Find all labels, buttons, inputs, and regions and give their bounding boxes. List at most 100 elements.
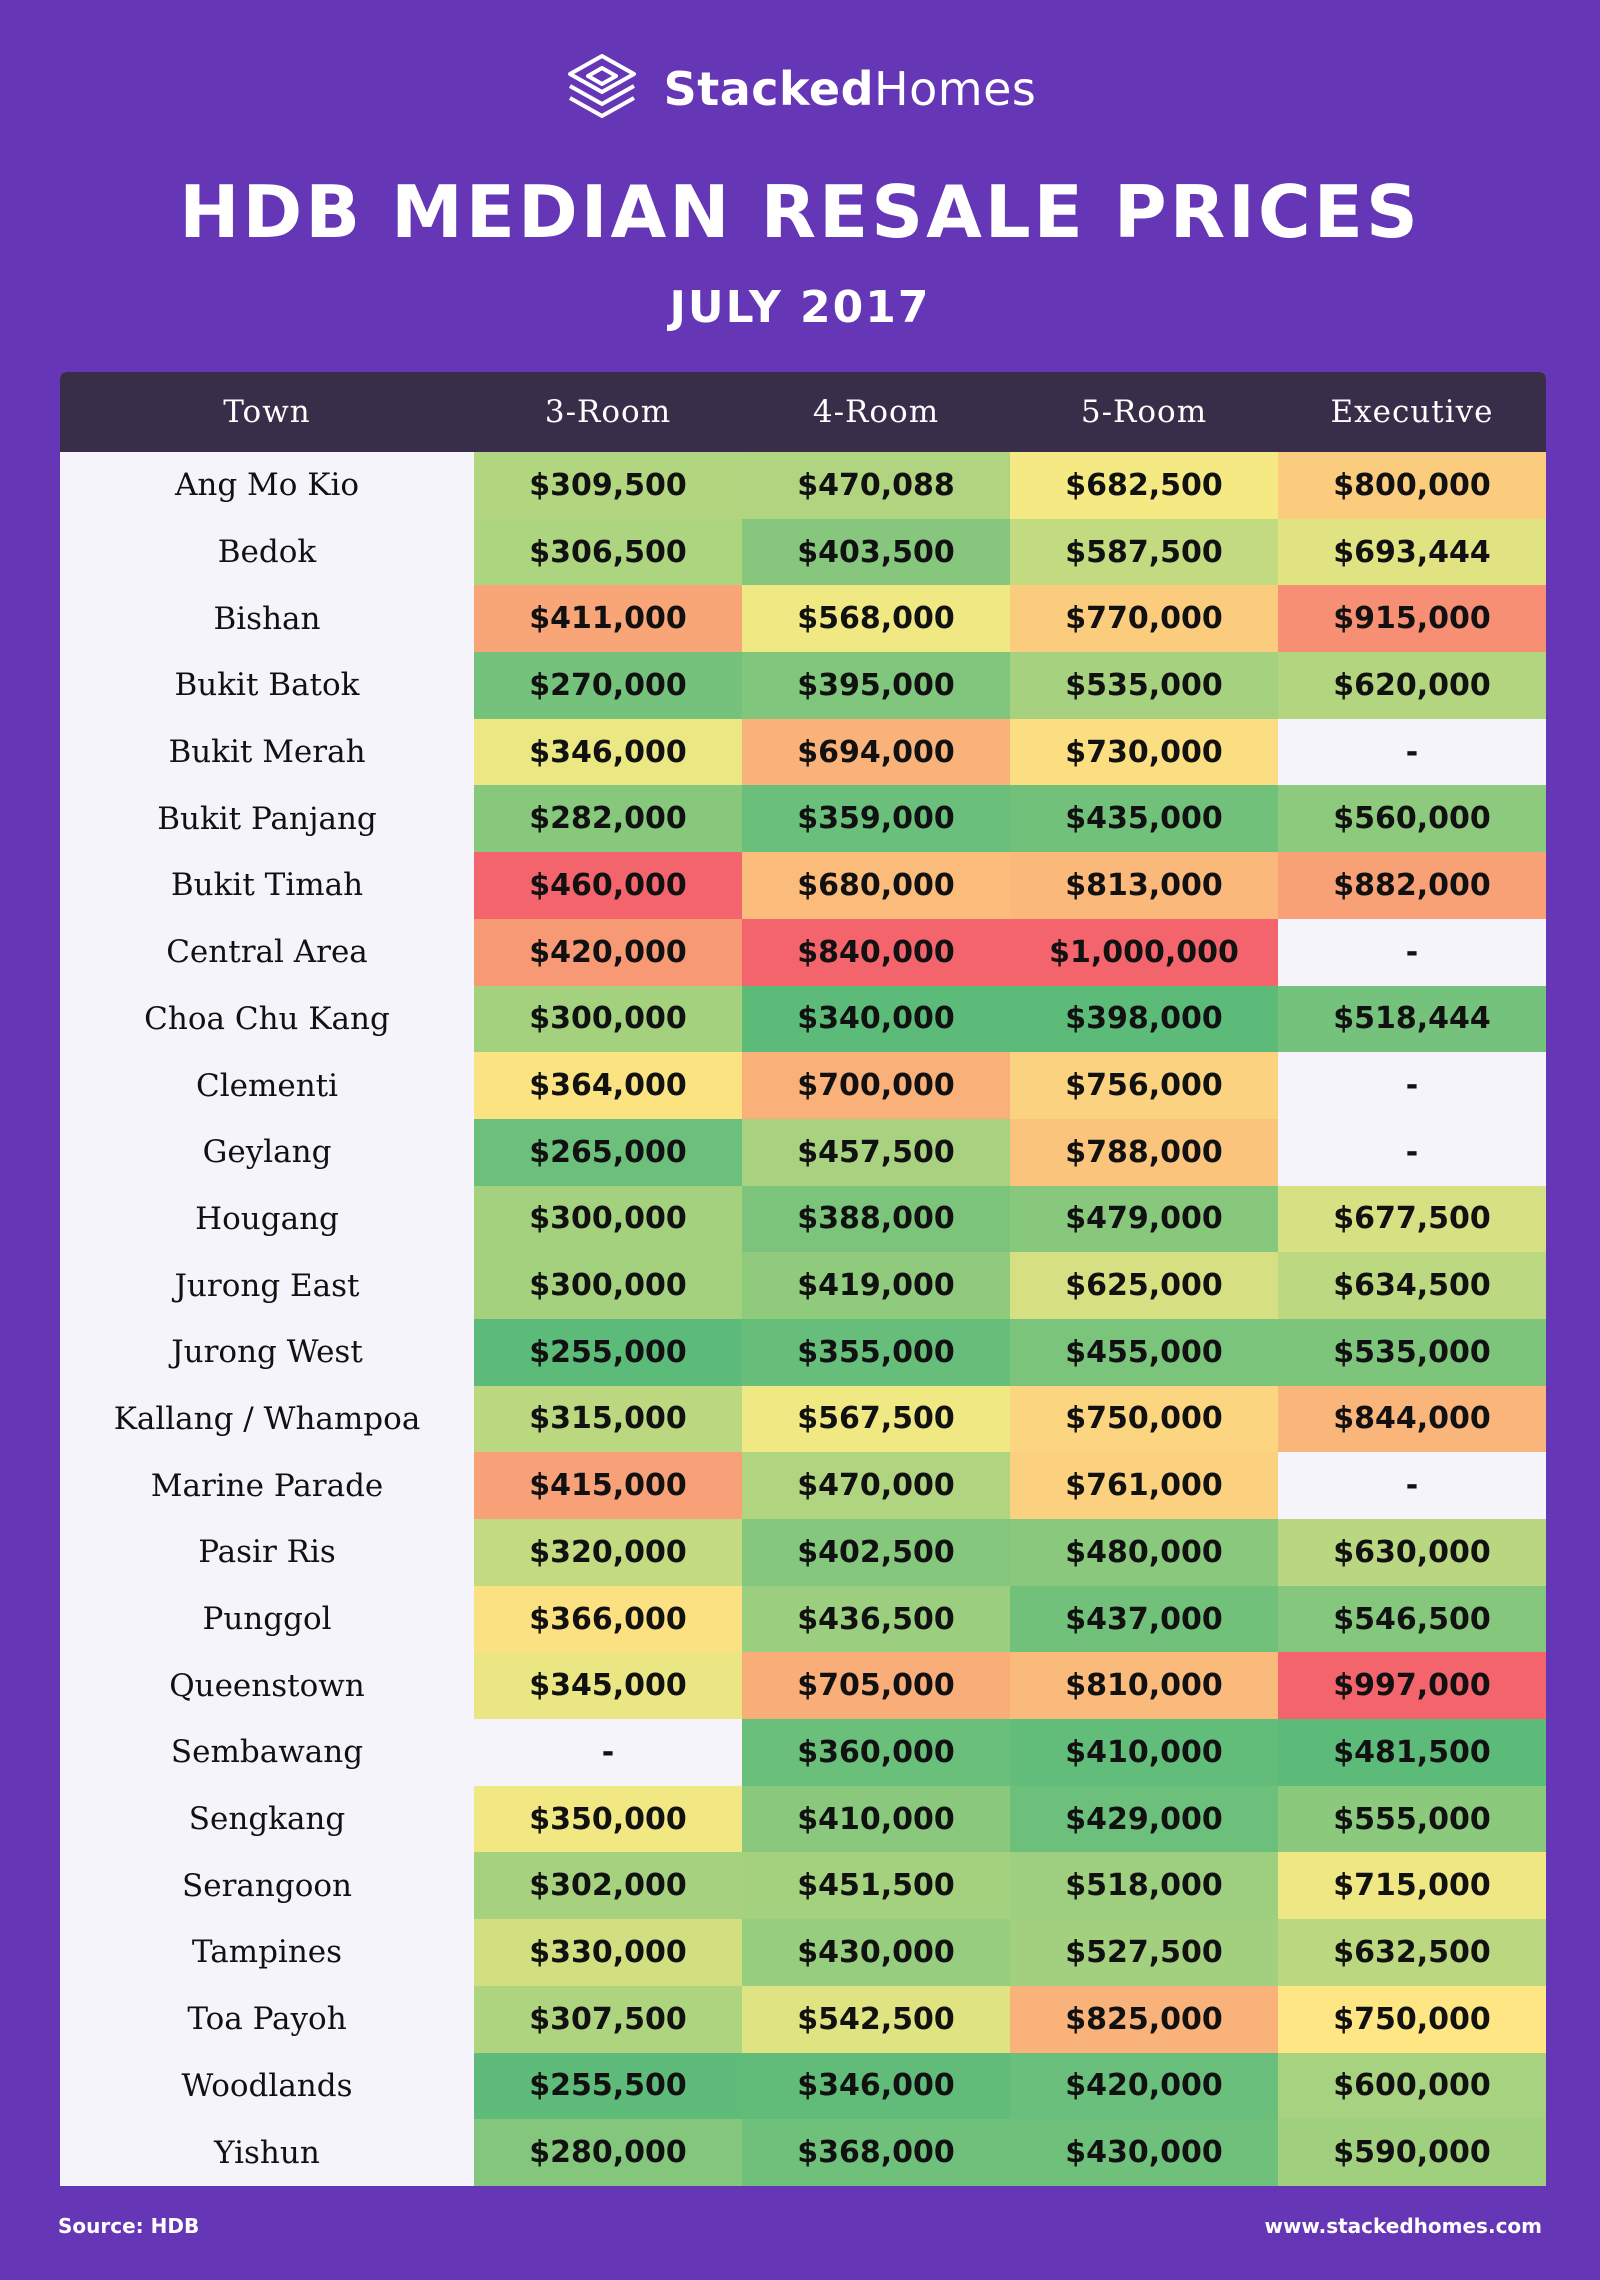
price-cell: $568,000	[742, 585, 1010, 653]
price-cell: -	[1278, 1452, 1546, 1519]
price-cell: $770,000	[1010, 585, 1278, 653]
price-cell: $470,000	[742, 1452, 1010, 1519]
price-cell: $355,000	[742, 1318, 1010, 1386]
price-cell: $300,000	[474, 985, 742, 1053]
price-cell: $430,000	[1010, 2119, 1278, 2186]
price-cell: $437,000	[1010, 1585, 1278, 1653]
table-row: Woodlands $255,500 $346,000 $420,000 $600,00…	[60, 2052, 1546, 2120]
table-row: Bishan $411,000 $568,000 $770,000 $915,000	[60, 585, 1546, 653]
price-cell: $388,000	[742, 1185, 1010, 1253]
website-link[interactable]: www.stackedhomes.com	[1264, 2214, 1542, 2238]
price-cell: -	[1278, 1118, 1546, 1186]
price-cell: $481,500	[1278, 1719, 1546, 1786]
price-cell: $255,000	[474, 1318, 742, 1386]
town-name-cell: Central Area	[60, 918, 474, 986]
price-cell: $630,000	[1278, 1519, 1546, 1586]
price-cell: $395,000	[742, 652, 1010, 719]
price-table-container: Town 3-Room 4-Room 5-Room Executive Ang Mo K…	[60, 372, 1546, 2186]
price-cell: $825,000	[1010, 1985, 1278, 2053]
table-row: Queenstown $345,000 $705,000 $810,000 $997,0…	[60, 1652, 1546, 1720]
price-cell: $700,000	[742, 1052, 1010, 1119]
price-cell: $410,000	[1010, 1719, 1278, 1786]
price-cell: $813,000	[1010, 852, 1278, 919]
price-cell: $429,000	[1010, 1785, 1278, 1853]
price-cell: $682,500	[1010, 452, 1278, 519]
town-name-cell: Bishan	[60, 585, 474, 653]
price-cell: $300,000	[474, 1252, 742, 1319]
column-header: Town	[60, 372, 474, 452]
price-cell: $350,000	[474, 1785, 742, 1853]
town-name-cell: Bedok	[60, 518, 474, 586]
table-row: Marine Parade $415,000 $470,000 $761,000-	[60, 1452, 1546, 1519]
price-cell: $455,000	[1010, 1318, 1278, 1386]
table-body: Ang Mo Kio $309,500 $470,088 $682,500 $800,0…	[60, 452, 1546, 2186]
town-name-cell: Bukit Timah	[60, 852, 474, 919]
table-row: Toa Payoh $307,500 $542,500 $825,000 $750,00…	[60, 1985, 1546, 2053]
town-name-cell: Bukit Panjang	[60, 785, 474, 853]
price-cell: $480,000	[1010, 1519, 1278, 1586]
price-cell: $457,500	[742, 1118, 1010, 1186]
town-name-cell: Tampines	[60, 1919, 474, 1986]
table-row: Tampines $330,000 $430,000 $527,500 $632,500	[60, 1919, 1546, 1986]
price-cell: $705,000	[742, 1652, 1010, 1720]
town-name-cell: Kallang / Whampoa	[60, 1385, 474, 1453]
price-cell: $330,000	[474, 1919, 742, 1986]
price-cell: $680,000	[742, 852, 1010, 919]
price-cell: $693,444	[1278, 518, 1546, 586]
price-cell: $359,000	[742, 785, 1010, 853]
price-cell: $715,000	[1278, 1852, 1546, 1920]
price-table: Town 3-Room 4-Room 5-Room Executive Ang Mo K…	[60, 372, 1546, 2186]
price-cell: $840,000	[742, 918, 1010, 986]
table-header-row: Town 3-Room 4-Room 5-Room Executive	[60, 372, 1546, 452]
price-cell: $625,000	[1010, 1252, 1278, 1319]
price-cell: $632,500	[1278, 1919, 1546, 1986]
price-cell: $346,000	[742, 2052, 1010, 2120]
price-cell: $844,000	[1278, 1385, 1546, 1453]
brand-header: StackedHomes	[0, 52, 1600, 126]
price-cell: $567,500	[742, 1385, 1010, 1453]
price-cell: -	[1278, 718, 1546, 786]
price-cell: $402,500	[742, 1519, 1010, 1586]
price-cell: $419,000	[742, 1252, 1010, 1319]
price-cell: $546,500	[1278, 1585, 1546, 1653]
price-cell: -	[1278, 1052, 1546, 1119]
price-cell: $435,000	[1010, 785, 1278, 853]
table-row: Kallang / Whampoa $315,000 $567,500 $750,00…	[60, 1385, 1546, 1453]
table-row: Punggol $366,000 $436,500 $437,000 $546,500	[60, 1585, 1546, 1653]
table-row: Choa Chu Kang $300,000 $340,000 $398,000 $51…	[60, 985, 1546, 1053]
price-cell: $265,000	[474, 1118, 742, 1186]
table-row: Serangoon $302,000 $451,500 $518,000 $715,00…	[60, 1852, 1546, 1920]
price-cell: $366,000	[474, 1585, 742, 1653]
price-cell: $280,000	[474, 2119, 742, 2186]
price-cell: $677,500	[1278, 1185, 1546, 1253]
price-cell: $340,000	[742, 985, 1010, 1053]
price-cell: $307,500	[474, 1985, 742, 2053]
town-name-cell: Bukit Merah	[60, 718, 474, 786]
table-row: Geylang $265,000 $457,500 $788,000-	[60, 1118, 1546, 1186]
price-cell: $415,000	[474, 1452, 742, 1519]
town-name-cell: Sengkang	[60, 1785, 474, 1853]
price-cell: $398,000	[1010, 985, 1278, 1053]
town-name-cell: Marine Parade	[60, 1452, 474, 1519]
price-cell: $750,000	[1010, 1385, 1278, 1453]
table-row: Bukit Batok $270,000 $395,000 $535,000 $620,…	[60, 652, 1546, 719]
table-row: Hougang $300,000 $388,000 $479,000 $677,500	[60, 1185, 1546, 1253]
price-cell: -	[474, 1719, 742, 1786]
price-cell: $527,500	[1010, 1919, 1278, 1986]
price-cell: $300,000	[474, 1185, 742, 1253]
price-cell: $800,000	[1278, 452, 1546, 519]
stacked-layers-icon	[564, 52, 640, 126]
town-name-cell: Toa Payoh	[60, 1985, 474, 2053]
price-cell: $410,000	[742, 1785, 1010, 1853]
page-title: HDB MEDIAN RESALE PRICES	[179, 170, 1421, 254]
price-cell: $761,000	[1010, 1452, 1278, 1519]
column-header: 5-Room	[1010, 372, 1278, 452]
town-name-cell: Jurong East	[60, 1252, 474, 1319]
source-note: Source: HDB	[58, 2214, 200, 2238]
price-cell: $590,000	[1278, 2119, 1546, 2186]
price-cell: $430,000	[742, 1919, 1010, 1986]
price-cell: $306,500	[474, 518, 742, 586]
table-row: Sengkang $350,000 $410,000 $429,000 $555,000	[60, 1785, 1546, 1853]
price-cell: $600,000	[1278, 2052, 1546, 2120]
town-name-cell: Queenstown	[60, 1652, 474, 1720]
